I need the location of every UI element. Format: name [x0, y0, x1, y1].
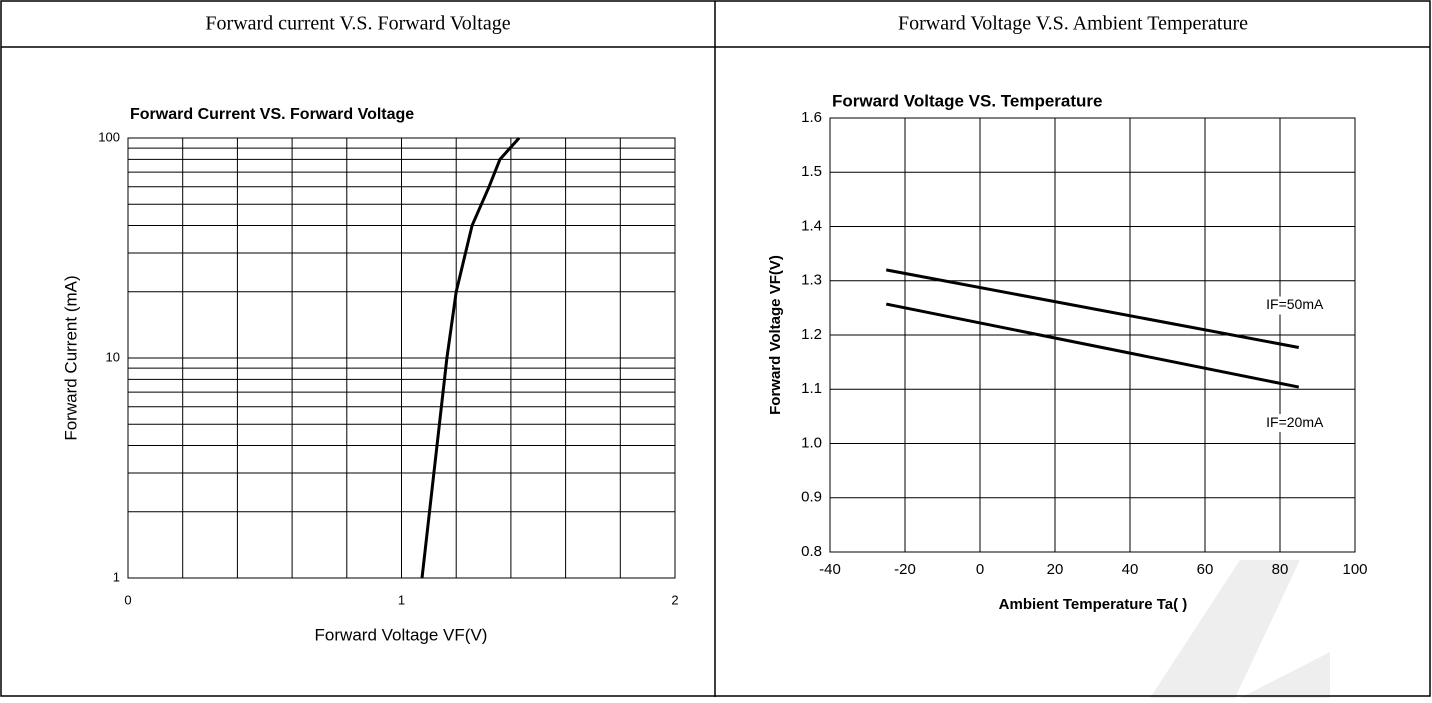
watermark — [1150, 560, 1300, 698]
watermark — [1240, 652, 1330, 698]
x-tick-label: 100 — [1342, 561, 1367, 578]
plot-frame — [127, 137, 676, 579]
plot-frame — [829, 117, 1356, 553]
header-cell: Forward current V.S. Forward Voltage — [205, 13, 510, 35]
x-tick-label: 0 — [124, 592, 131, 607]
x-tick-label: 40 — [1122, 561, 1139, 578]
label-bg — [1254, 414, 1335, 433]
y-tick-label: 1.1 — [801, 380, 822, 397]
series-line — [420, 136, 521, 579]
x-tick-label: 1 — [398, 592, 405, 607]
chart-title: Forward Current VS. Forward Voltage — [130, 106, 414, 123]
y-tick-label: 1.6 — [801, 109, 822, 126]
series-label: IF=50mA — [1266, 296, 1324, 312]
y-tick-label: 100 — [98, 129, 120, 144]
y-axis-label: Forward Current (mA) — [61, 275, 80, 440]
header-cell: Forward Voltage V.S. Ambient Temperature — [898, 13, 1248, 35]
series-label: IF=20mA — [1266, 414, 1324, 430]
series-line — [885, 302, 1300, 389]
series-line — [885, 268, 1300, 349]
x-tick-label: 20 — [1047, 561, 1064, 578]
y-tick-label: 10 — [106, 349, 120, 364]
y-tick-label: 0.9 — [801, 489, 822, 506]
chart-title: Forward Voltage VS. Temperature — [832, 91, 1103, 110]
y-axis-label: Forward Voltage VF(V) — [767, 255, 784, 415]
y-tick-label: 1 — [113, 569, 120, 584]
x-axis-label: Forward Voltage VF(V) — [315, 625, 488, 644]
y-tick-label: 1.5 — [801, 163, 822, 180]
x-tick-label: 80 — [1272, 561, 1289, 578]
x-tick-label: -20 — [894, 561, 916, 578]
x-axis-label: Ambient Temperature Ta( ) — [999, 596, 1188, 613]
y-tick-label: 1.2 — [801, 326, 822, 343]
y-tick-label: 0.8 — [801, 543, 822, 560]
y-tick-label: 1.4 — [801, 217, 822, 234]
x-tick-label: 0 — [976, 561, 984, 578]
x-tick-label: 2 — [671, 592, 678, 607]
y-tick-label: 1.3 — [801, 272, 822, 289]
x-tick-label: 60 — [1197, 561, 1214, 578]
x-tick-label: -40 — [819, 561, 841, 578]
label-bg — [1254, 296, 1335, 315]
y-tick-label: 1.0 — [801, 434, 822, 451]
